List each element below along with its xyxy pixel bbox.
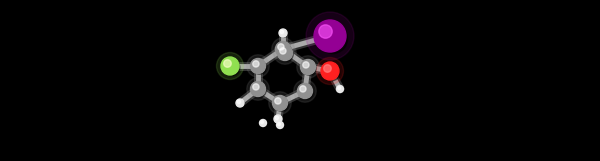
- Circle shape: [321, 62, 339, 80]
- Circle shape: [237, 100, 244, 107]
- Circle shape: [324, 65, 331, 72]
- Circle shape: [269, 92, 291, 114]
- Circle shape: [280, 30, 284, 33]
- Circle shape: [278, 123, 280, 125]
- Circle shape: [224, 60, 231, 67]
- Circle shape: [217, 52, 244, 80]
- Circle shape: [272, 38, 294, 60]
- Circle shape: [275, 42, 290, 57]
- Circle shape: [221, 57, 239, 75]
- Circle shape: [260, 119, 266, 127]
- Circle shape: [298, 84, 313, 99]
- Circle shape: [274, 115, 282, 123]
- Circle shape: [280, 47, 293, 61]
- Circle shape: [247, 55, 269, 77]
- Circle shape: [323, 64, 340, 81]
- Circle shape: [278, 44, 284, 50]
- Circle shape: [338, 87, 340, 90]
- Circle shape: [280, 30, 287, 37]
- Circle shape: [253, 84, 259, 90]
- Circle shape: [260, 121, 263, 123]
- Circle shape: [337, 85, 343, 93]
- Circle shape: [275, 116, 283, 123]
- Circle shape: [301, 60, 316, 75]
- Circle shape: [247, 78, 269, 100]
- Circle shape: [319, 25, 332, 38]
- Circle shape: [299, 85, 313, 99]
- Circle shape: [294, 80, 316, 102]
- Circle shape: [277, 43, 291, 57]
- Circle shape: [317, 57, 343, 85]
- Circle shape: [277, 122, 284, 128]
- Circle shape: [279, 29, 287, 37]
- Circle shape: [274, 97, 288, 111]
- Circle shape: [236, 99, 244, 107]
- Circle shape: [275, 116, 278, 120]
- Circle shape: [260, 120, 267, 127]
- Circle shape: [253, 61, 259, 67]
- Circle shape: [277, 46, 293, 61]
- Circle shape: [302, 62, 316, 75]
- Circle shape: [237, 100, 241, 104]
- Circle shape: [253, 83, 266, 97]
- Circle shape: [272, 95, 287, 110]
- Circle shape: [300, 86, 306, 92]
- Circle shape: [253, 60, 266, 74]
- Circle shape: [274, 42, 296, 64]
- Circle shape: [277, 122, 284, 129]
- Circle shape: [251, 81, 265, 96]
- Circle shape: [318, 24, 347, 54]
- Circle shape: [280, 48, 286, 54]
- Circle shape: [303, 62, 309, 68]
- Circle shape: [314, 20, 346, 52]
- Circle shape: [337, 86, 344, 93]
- Circle shape: [251, 58, 265, 74]
- Circle shape: [223, 59, 240, 76]
- Circle shape: [306, 12, 354, 60]
- Circle shape: [275, 98, 281, 104]
- Circle shape: [297, 56, 319, 78]
